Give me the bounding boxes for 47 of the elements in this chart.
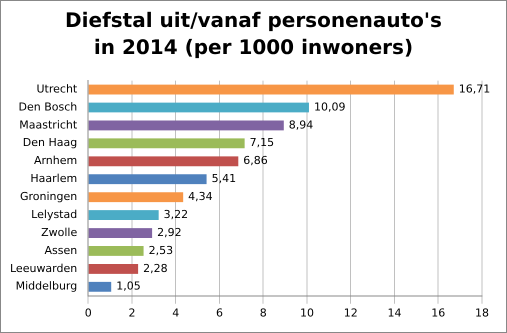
data-label: 1,05 — [116, 280, 141, 293]
y-tick-label: Den Haag — [22, 136, 78, 150]
data-label: 2,53 — [148, 244, 174, 257]
bar — [88, 174, 207, 184]
bar — [88, 138, 245, 148]
x-tick-label: 18 — [475, 306, 489, 320]
data-label: 8,94 — [288, 118, 314, 132]
data-label: 10,09 — [314, 100, 346, 114]
x-tick-label: 14 — [387, 306, 402, 320]
x-tick-label: 16 — [431, 306, 446, 320]
bar — [88, 192, 184, 202]
bar — [88, 210, 159, 220]
chart-title: Diefstal uit/vanaf personenauto's in 2014 (per 1000 inwoners) — [64, 7, 443, 61]
bar — [88, 84, 454, 94]
data-label: 16,71 — [458, 82, 490, 96]
x-tick-label: 2 — [128, 306, 136, 320]
x-tick-label: 8 — [260, 306, 267, 320]
x-tick-label: 6 — [216, 306, 223, 320]
y-tick-label: Arnhem — [34, 154, 78, 168]
data-label: 7,15 — [250, 136, 274, 150]
bar — [88, 156, 238, 166]
y-tick-label: Lelystad — [31, 208, 78, 221]
data-label: 4,34 — [188, 190, 213, 204]
y-tick-label: Leeuwarden — [10, 262, 78, 275]
y-tick-label: Maastricht — [19, 118, 78, 132]
data-label: 6,86 — [243, 154, 268, 168]
bar — [88, 120, 284, 130]
x-tick-label: 0 — [84, 306, 92, 320]
bar — [88, 246, 144, 256]
y-tick-label: Haarlem — [30, 172, 78, 186]
data-label: 2,92 — [157, 226, 182, 239]
y-tick-label: Den Bosch — [18, 100, 78, 114]
x-tick-label: 10 — [300, 306, 314, 320]
bar — [88, 282, 112, 292]
x-tick-label: 12 — [344, 306, 358, 320]
bar — [88, 264, 138, 274]
y-tick-label: Utrecht — [36, 82, 78, 96]
y-tick-label: Zwolle — [41, 226, 78, 239]
bar — [88, 228, 152, 238]
y-tick-label: Groningen — [20, 190, 78, 204]
data-label: 5,41 — [212, 172, 236, 186]
data-label: 3,22 — [164, 208, 188, 221]
y-tick-label: Middelburg — [16, 280, 78, 293]
bar — [88, 102, 309, 112]
data-label: 2,28 — [143, 262, 168, 275]
y-tick-label: Assen — [44, 244, 78, 257]
x-tick-label: 4 — [172, 306, 180, 320]
